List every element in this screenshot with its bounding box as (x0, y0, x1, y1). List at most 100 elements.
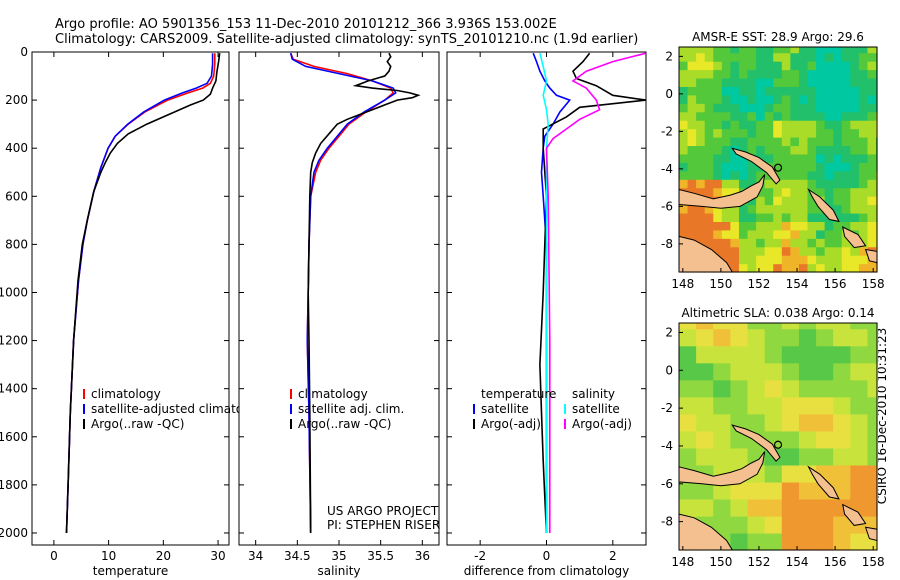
sst-map-cell (841, 120, 851, 130)
sst-map-cell (747, 69, 757, 79)
sst-map-cell (781, 94, 791, 104)
sst-map-cell (850, 187, 860, 197)
sla-map-cell (713, 413, 731, 432)
sst-map-cell (807, 47, 817, 54)
sst-map-cell (687, 111, 697, 121)
sst-map-cell (790, 111, 800, 121)
sst-map-cell (824, 229, 834, 239)
sst-map-cell (756, 86, 766, 96)
sst-map-cell (696, 221, 706, 231)
sst-map-cell (790, 162, 800, 172)
sst-map-cell (807, 128, 817, 138)
sst-map-cell (790, 145, 800, 155)
sst-map-cell (730, 187, 740, 197)
sst-map-cell (730, 94, 740, 104)
sst-map-cell (816, 103, 826, 113)
sst-map-cell (858, 204, 869, 214)
sst-map-cell (867, 162, 877, 172)
sst-map-cell (687, 221, 697, 231)
sst-map-cell (738, 69, 749, 79)
sst-map-cell (850, 145, 860, 155)
sst-map-cell (867, 238, 877, 248)
sst-map-cell (730, 111, 740, 121)
sst-map-cell (756, 246, 766, 256)
sst-map-cell (679, 153, 689, 163)
sst-map-cell (773, 153, 783, 163)
difference-legend-title: salinity (572, 387, 615, 401)
sst-map-cell (807, 86, 817, 96)
sst-map-cell (781, 145, 791, 155)
sla-map-cell (833, 323, 851, 330)
sst-map-cell (721, 212, 732, 222)
sst-map-cell (833, 221, 843, 231)
sla-map-xtick-label: 148 (671, 555, 694, 569)
sst-map-cell (781, 170, 791, 180)
sst-map-cell (696, 128, 706, 138)
sla-map-ytick-label: -6 (661, 477, 673, 491)
sst-map-cell (807, 103, 817, 113)
sst-map-cell (756, 47, 766, 54)
sst-map-cell (687, 94, 697, 104)
sst-map-cell (824, 196, 834, 206)
sla-map-cell (713, 430, 731, 449)
sla-map-cell (816, 515, 834, 534)
sla-map-cell (867, 413, 878, 432)
sla-map-cell (679, 481, 697, 500)
sst-map-cell (704, 137, 714, 147)
sla-map-cell (833, 328, 851, 347)
sst-map-cell (867, 196, 877, 206)
sst-map-cell (867, 69, 877, 79)
sst-map-cell (781, 196, 791, 206)
sst-map-cell (679, 111, 689, 121)
sst-map-cell (764, 103, 774, 113)
sst-map-cell (798, 238, 809, 248)
sla-map-cell (816, 396, 834, 415)
sla-map-cell (713, 345, 731, 364)
sst-map-coastline (842, 226, 867, 249)
sst-map-cell (781, 69, 791, 79)
salinity-xtick-label: 35 (331, 549, 346, 563)
sst-map-cell (798, 187, 809, 197)
sst-map-cell (687, 170, 697, 180)
salinity-legend-label: satellite adj. clim. (298, 402, 404, 416)
sla-map-cell (713, 362, 731, 381)
sla-map-cell (816, 498, 834, 517)
sla-map-cell (816, 430, 834, 449)
sla-map-cell (833, 362, 851, 381)
sst-map-cell (704, 187, 714, 197)
sst-map-cell (773, 162, 783, 172)
sst-map-cell (781, 77, 791, 87)
sst-map-cell (790, 212, 800, 222)
sla-map-cell (781, 362, 800, 381)
sla-map-cell (781, 396, 800, 415)
sst-map-cell (798, 221, 809, 231)
sst-map-cell (704, 52, 714, 62)
sst-map-cell (867, 61, 877, 71)
sst-map-cell (730, 255, 740, 265)
sst-map-cell (756, 94, 766, 104)
sst-map-cell (850, 153, 860, 163)
sst-map-cell (773, 255, 783, 265)
sst-map-cell (833, 128, 843, 138)
sst-map-cell (721, 52, 732, 62)
sla-map-cell (816, 362, 834, 381)
sst-map-cell (764, 229, 774, 239)
sst-map-cell (858, 246, 869, 256)
sla-map-cell (679, 328, 697, 347)
sst-map-cell (764, 145, 774, 155)
sst-map-cell (747, 229, 757, 239)
sst-map-cell (850, 196, 860, 206)
sla-map-cell (730, 379, 749, 398)
sst-map-cell (687, 212, 697, 222)
sst-map-cell (730, 204, 740, 214)
depth-tick-label: 400 (5, 141, 28, 155)
sst-map-cell (738, 61, 749, 71)
sst-map-cell (773, 94, 783, 104)
sst-map-cell (781, 137, 791, 147)
sst-map-cell (816, 47, 826, 54)
sst-map-cell (833, 212, 843, 222)
sla-map-cell (713, 481, 731, 500)
sst-map-cell (756, 145, 766, 155)
sst-map-cell (781, 179, 791, 189)
